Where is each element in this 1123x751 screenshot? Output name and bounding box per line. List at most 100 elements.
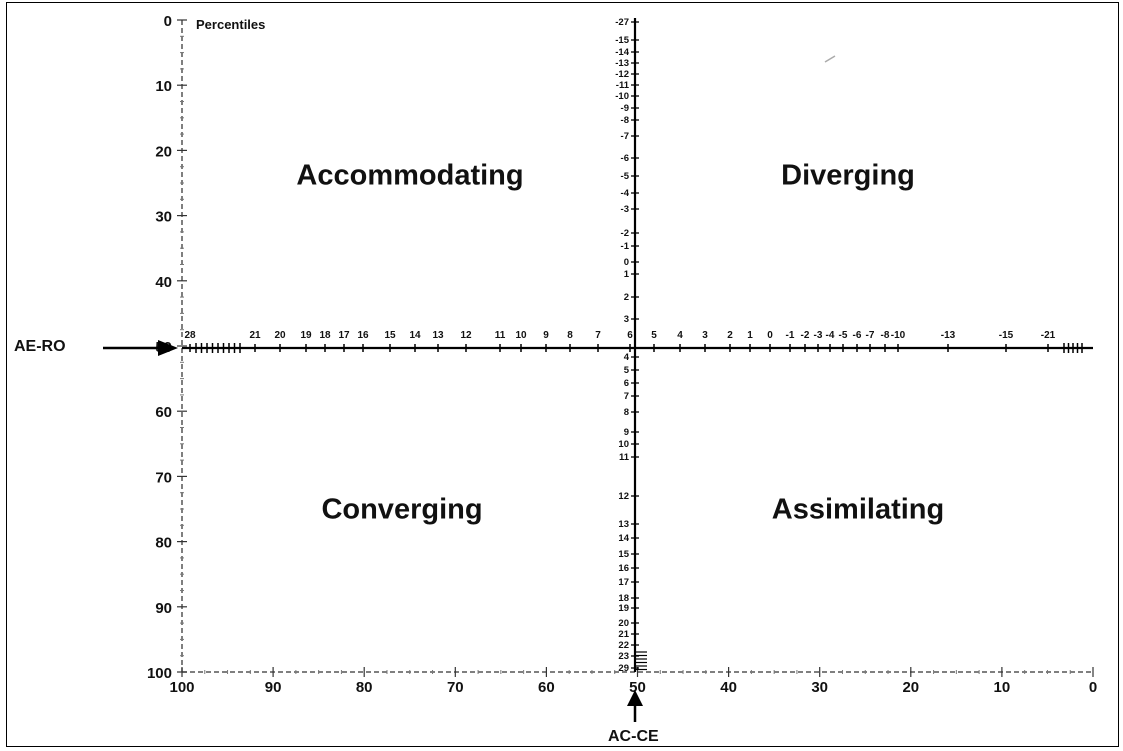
ae-ro-tick-label: -15 xyxy=(999,330,1014,341)
ac-ce-tick-label: -10 xyxy=(615,91,629,102)
ae-ro-tick-label: 13 xyxy=(432,330,444,341)
ae-ro-tick-label: 17 xyxy=(338,330,350,341)
ae-ro-tick-label: 21 xyxy=(249,330,261,341)
ae-ro-tick-label: -4 xyxy=(826,330,835,341)
ac-ce-tick-label: 23 xyxy=(618,651,629,662)
ac-ce-tick-label: -1 xyxy=(621,241,630,252)
ac-ce-tick-label: -6 xyxy=(621,153,629,164)
left-percentile-label: 60 xyxy=(155,404,172,421)
ae-ro-tick-label: 9 xyxy=(543,330,549,341)
quadrant-assimilating: Assimilating xyxy=(771,493,945,526)
ac-ce-arrow-head xyxy=(627,690,643,706)
ac-ce-tick-label: 8 xyxy=(624,407,629,418)
ac-ce-tick-label: -7 xyxy=(621,131,629,142)
left-percentile-label: 90 xyxy=(155,600,172,617)
ac-ce-tick-label: 0 xyxy=(624,257,629,268)
ae-ro-tick-label: 19 xyxy=(300,330,312,341)
bottom-percentile-label: 90 xyxy=(265,679,282,696)
ac-ce-tick-label: 19 xyxy=(618,603,629,614)
ac-ce-tick-label: 15 xyxy=(618,549,629,560)
ae-ro-arrow-head xyxy=(158,340,178,356)
quadrant-diverging: Diverging xyxy=(781,159,915,192)
ac-ce-tick-label: 10 xyxy=(618,439,629,450)
ae-ro-tick-label: -8 xyxy=(881,330,890,341)
left-percentile-label: 40 xyxy=(155,274,172,291)
bottom-percentile-label: 70 xyxy=(447,679,464,696)
ae-ro-tick-label: -13 xyxy=(941,330,956,341)
ac-ce-tick-label: 21 xyxy=(618,629,629,640)
ac-ce-tick-label: 14 xyxy=(618,533,629,544)
ac-ce-tick-label: 12 xyxy=(618,491,629,502)
ae-ro-tick-label: 16 xyxy=(357,330,369,341)
left-percentile-label: 80 xyxy=(155,535,172,552)
ac-ce-tick-label: -11 xyxy=(616,80,630,91)
ac-ce-tick-label: 4 xyxy=(624,352,630,363)
ae-ro-tick-label: 15 xyxy=(384,330,396,341)
ac-ce-tick-label: -5 xyxy=(621,171,630,182)
ac-ce-tick-label: 17 xyxy=(618,577,629,588)
ae-ro-tick-label: -6 xyxy=(853,330,862,341)
ae-ro-tick-label: -10 xyxy=(891,330,906,341)
ac-ce-tick-label: 11 xyxy=(619,452,630,463)
ac-ce-tick-label: 6 xyxy=(624,378,629,389)
ac-ce-tick-label: 18 xyxy=(618,593,629,604)
bottom-percentile-label: 30 xyxy=(811,679,828,696)
ac-ce-tick-label: 29 xyxy=(618,663,629,674)
stray-mark xyxy=(824,55,836,63)
left-percentile-label: 0 xyxy=(164,13,172,30)
left-percentile-label: 30 xyxy=(155,209,172,226)
left-percentile-label: 70 xyxy=(155,469,172,486)
bottom-percentile-label: 20 xyxy=(902,679,919,696)
ac-ce-tick-label: 1 xyxy=(624,269,630,280)
ae-ro-tick-label: -1 xyxy=(786,330,795,341)
ac-ce-tick-label: -2 xyxy=(621,228,629,239)
ae-ro-tick-label: 6 xyxy=(627,330,633,341)
quadrant-accommodating: Accommodating xyxy=(296,159,524,192)
diagram-frame xyxy=(6,2,1119,747)
ac-ce-tick-label: -15 xyxy=(615,35,629,46)
ac-ce-tick-label: 20 xyxy=(618,618,629,629)
ae-ro-tick-label: 7 xyxy=(595,330,601,341)
ae-ro-tick-label: -7 xyxy=(866,330,875,341)
ac-ce-tick-label: 9 xyxy=(624,427,629,438)
ac-ce-tick-label: -12 xyxy=(615,69,629,80)
bottom-percentile-label: 80 xyxy=(356,679,373,696)
ac-ce-tick-label: -9 xyxy=(621,103,629,114)
ae-ro-text: AE-RO xyxy=(14,338,66,355)
ae-ro-tick-label: 5 xyxy=(651,330,657,341)
ac-ce-tick-label: 13 xyxy=(618,519,629,530)
ac-ce-axis-label: AC-CE xyxy=(608,728,659,746)
ac-ce-tick-label: 5 xyxy=(624,365,630,376)
ac-ce-tick-label: 7 xyxy=(624,391,629,402)
ae-ro-tick-label: 11 xyxy=(495,330,506,341)
ac-ce-tick-label: 16 xyxy=(618,563,629,574)
ae-ro-tick-label: 10 xyxy=(515,330,527,341)
percentiles-label: Percentiles xyxy=(196,17,266,32)
left-percentile-label: 20 xyxy=(155,143,172,160)
bottom-percentile-label: 0 xyxy=(1089,679,1097,696)
left-percentile-label: 100 xyxy=(147,665,172,682)
ac-ce-tick-label: -4 xyxy=(621,188,630,199)
left-percentile-label: 10 xyxy=(155,78,172,95)
ae-ro-tick-label: -5 xyxy=(839,330,848,341)
ac-ce-tick-label: -13 xyxy=(615,58,629,69)
ac-ce-tick-label: -14 xyxy=(615,47,629,58)
bottom-percentile-label: 100 xyxy=(169,679,194,696)
ae-ro-tick-label: 28 xyxy=(184,330,196,341)
bottom-percentile-label: 50 xyxy=(629,679,646,696)
bottom-percentile-label: 60 xyxy=(538,679,555,696)
ae-ro-tick-label: 3 xyxy=(702,330,708,341)
ae-ro-tick-label: 14 xyxy=(409,330,421,341)
ae-ro-tick-label: 4 xyxy=(677,330,683,341)
ac-ce-tick-label: 3 xyxy=(624,314,629,325)
ae-ro-tick-label: 12 xyxy=(460,330,472,341)
ac-ce-text: AC-CE xyxy=(608,728,659,745)
ae-ro-tick-label: 1 xyxy=(747,330,753,341)
ae-ro-tick-label: 18 xyxy=(319,330,331,341)
ae-ro-tick-label: -21 xyxy=(1041,330,1056,341)
ae-ro-tick-label: 8 xyxy=(567,330,573,341)
bottom-percentile-label: 40 xyxy=(720,679,737,696)
ae-ro-tick-label: 2 xyxy=(727,330,733,341)
ae-ro-axis-label: AE-RO xyxy=(14,338,66,356)
